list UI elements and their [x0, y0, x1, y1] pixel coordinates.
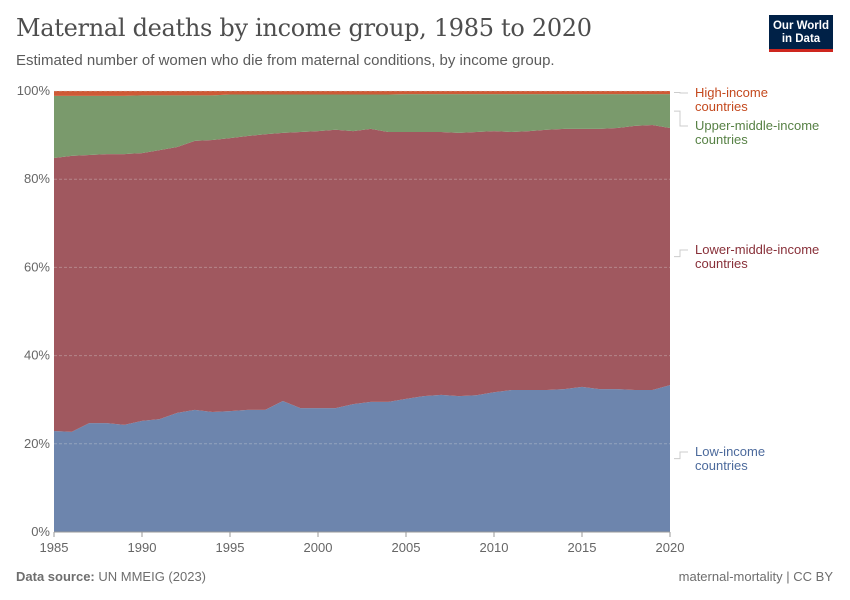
y-tick-label: 80% — [24, 171, 50, 186]
legend-connector — [674, 451, 688, 460]
legend-connector — [674, 249, 688, 258]
x-tick-label: 2010 — [480, 540, 509, 555]
license[interactable]: maternal-mortality | CC BY — [678, 569, 833, 584]
y-tick-label: 100% — [17, 83, 51, 98]
source-label: Data source: — [16, 569, 95, 584]
source-value[interactable]: UN MMEIG (2023) — [98, 569, 207, 584]
area-upper-middle-income-countries — [54, 94, 670, 159]
logo-line-1: Our World — [772, 20, 829, 32]
x-tick-label: 2020 — [656, 540, 685, 555]
area-lower-middle-income-countries — [54, 124, 670, 432]
x-tick-label: 2015 — [568, 540, 597, 555]
y-tick-label: 0% — [31, 524, 50, 539]
area-high-income-countries — [54, 91, 670, 96]
y-tick-label: 40% — [24, 348, 50, 363]
y-tick-label: 20% — [24, 436, 50, 451]
legend-label: Lower-middle-income — [695, 242, 819, 257]
legend-label: countries — [695, 256, 748, 271]
legend-connector — [674, 110, 688, 127]
x-tick-label: 2005 — [392, 540, 421, 555]
owid-logo[interactable]: Our World in Data — [769, 15, 833, 52]
x-tick-label: 1985 — [40, 540, 69, 555]
area-low-income-countries — [54, 385, 670, 532]
y-tick-label: 60% — [24, 259, 50, 274]
legend-label: High-income — [695, 85, 768, 100]
data-source: Data source: UN MMEIG (2023) — [16, 569, 206, 584]
legend-label: countries — [695, 99, 748, 114]
legend-label: Low-income — [695, 444, 765, 459]
x-tick-label: 2000 — [304, 540, 333, 555]
chart-title: Maternal deaths by income group, 1985 to… — [16, 14, 592, 42]
chart-subtitle: Estimated number of women who die from m… — [16, 52, 555, 69]
x-tick-label: 1995 — [216, 540, 245, 555]
legend-label: countries — [695, 458, 748, 473]
x-tick-label: 1990 — [128, 540, 157, 555]
logo-line-2: in Data — [781, 33, 821, 45]
legend-label: countries — [695, 132, 748, 147]
legend-label: Upper-middle-income — [695, 118, 819, 133]
